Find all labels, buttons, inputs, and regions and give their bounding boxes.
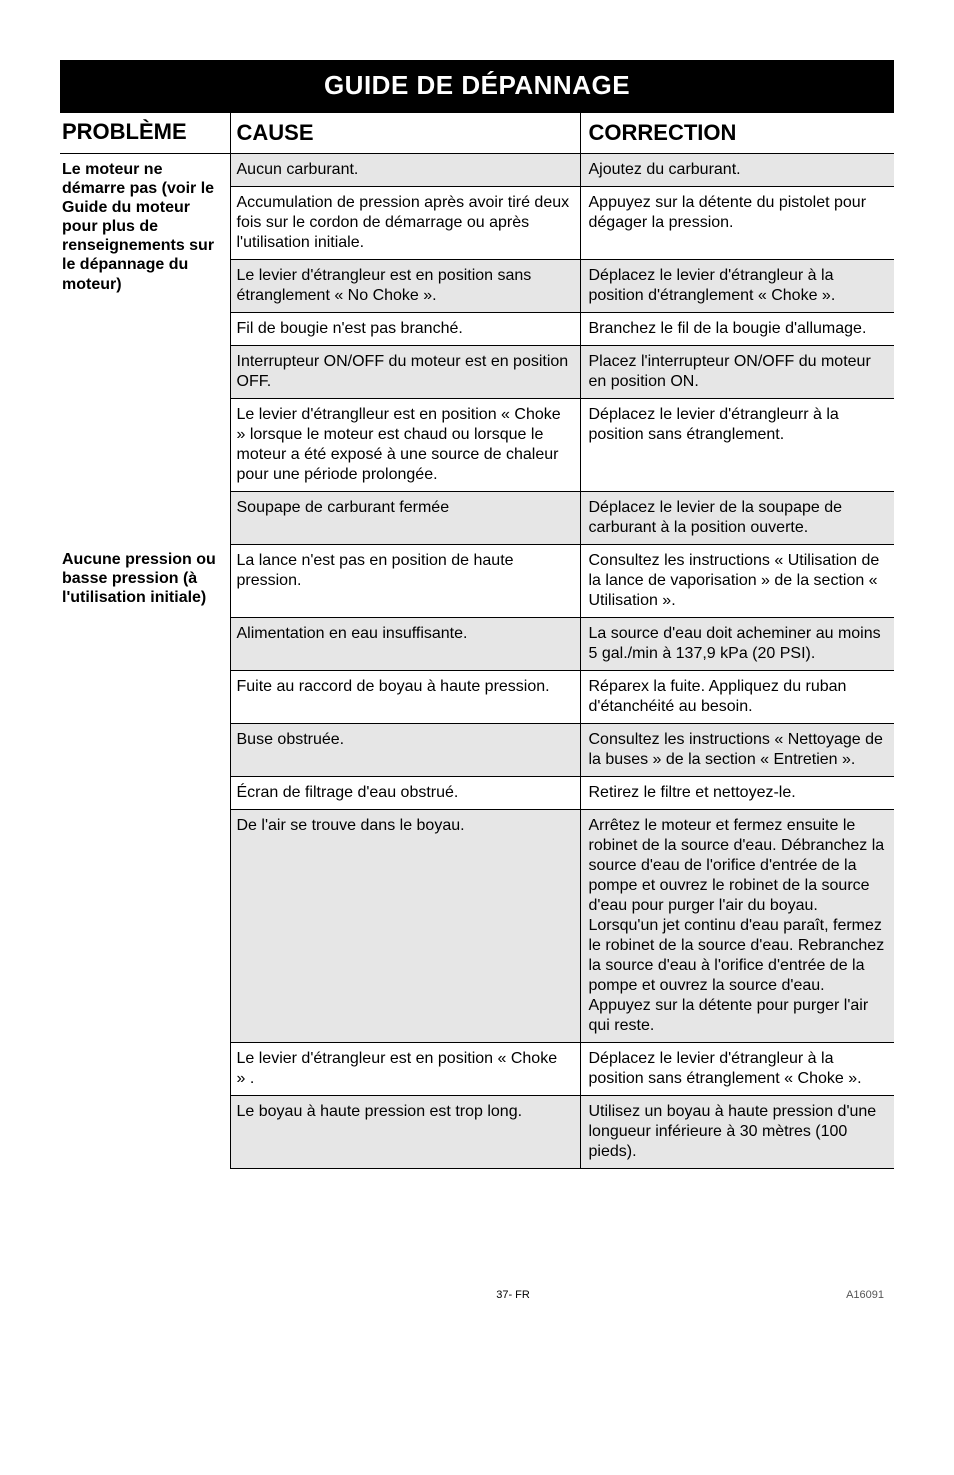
correction-cell: Déplacez le levier de la soupape de carb…: [580, 491, 894, 544]
correction-cell: La source d'eau doit acheminer au moins …: [580, 617, 894, 670]
correction-cell: Appuyez sur la détente du pistolet pour …: [580, 186, 894, 259]
col-header-correction: CORRECTION: [580, 113, 894, 153]
correction-cell: Déplacez le levier d'étrangleur à la pos…: [580, 1042, 894, 1095]
correction-cell: Déplacez le levier d'étrangleurr à la po…: [580, 398, 894, 491]
cause-cell: Écran de filtrage d'eau obstrué.: [230, 776, 580, 809]
correction-cell: Consultez les instructions « Utilisation…: [580, 544, 894, 617]
cause-cell: Soupape de carburant fermée: [230, 491, 580, 544]
section-title: GUIDE DE DÉPANNAGE: [60, 60, 894, 113]
correction-cell: Déplacez le levier d'étrangleur à la pos…: [580, 259, 894, 312]
troubleshooting-table: PROBLÈME CAUSE CORRECTION Le moteur ne d…: [60, 113, 894, 1169]
correction-cell: Placez l'interrupteur ON/OFF du moteur e…: [580, 345, 894, 398]
cause-cell: Fuite au raccord de boyau à haute pressi…: [230, 670, 580, 723]
cause-cell: Accumulation de pression après avoir tir…: [230, 186, 580, 259]
correction-cell: Utilisez un boyau à haute pression d'une…: [580, 1095, 894, 1168]
cause-cell: De l'air se trouve dans le boyau.: [230, 809, 580, 1042]
correction-cell: Retirez le filtre et nettoyez-le.: [580, 776, 894, 809]
cause-cell: Le levier d'étrangleur est en position s…: [230, 259, 580, 312]
probleme-label: Le moteur ne démarre pas (voir le Guide …: [60, 153, 230, 544]
page-container: GUIDE DE DÉPANNAGE PROBLÈME CAUSE CORREC…: [0, 0, 954, 1331]
col-header-cause: CAUSE: [230, 113, 580, 153]
correction-cell: Réparex la fuite. Appliquez du ruban d'é…: [580, 670, 894, 723]
table-header-row: PROBLÈME CAUSE CORRECTION: [60, 113, 894, 153]
page-number: 37- FR: [60, 1289, 846, 1301]
col-header-probleme: PROBLÈME: [60, 113, 230, 153]
cause-cell: Buse obstruée.: [230, 723, 580, 776]
cause-cell: La lance n'est pas en position de haute …: [230, 544, 580, 617]
probleme-label: Aucune pression ou basse pression (à l'u…: [60, 544, 230, 1168]
table-row: Aucune pression ou basse pression (à l'u…: [60, 544, 894, 617]
correction-cell: Ajoutez du carburant.: [580, 153, 894, 186]
correction-cell: Arrêtez le moteur et fermez ensuite le r…: [580, 809, 894, 1042]
table-row: Le moteur ne démarre pas (voir le Guide …: [60, 153, 894, 186]
cause-cell: Le levier d'étranglleur est en position …: [230, 398, 580, 491]
correction-cell: Consultez les instructions « Nettoyage d…: [580, 723, 894, 776]
cause-cell: Interrupteur ON/OFF du moteur est en pos…: [230, 345, 580, 398]
cause-cell: Le boyau à haute pression est trop long.: [230, 1095, 580, 1168]
correction-cell: Branchez le fil de la bougie d'allumage.: [580, 312, 894, 345]
cause-cell: Fil de bougie n'est pas branché.: [230, 312, 580, 345]
cause-cell: Alimentation en eau insuffisante.: [230, 617, 580, 670]
cause-cell: Aucun carburant.: [230, 153, 580, 186]
cause-cell: Le levier d'étrangleur est en position «…: [230, 1042, 580, 1095]
page-footer: 37- FR A16091: [60, 1169, 894, 1301]
doc-code: A16091: [846, 1289, 894, 1301]
